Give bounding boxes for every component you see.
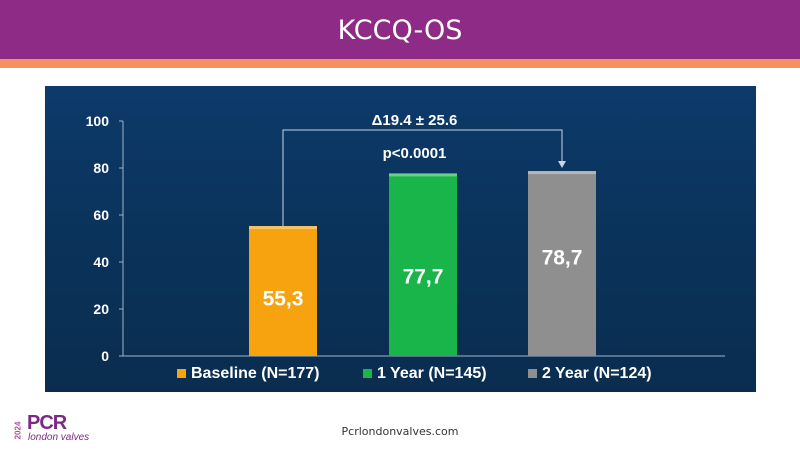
legend-label-3: 2 Year (N=124) <box>542 365 652 382</box>
bar-2-highlight <box>389 173 457 177</box>
bar-2 <box>389 173 457 356</box>
logo-brand: PCR <box>27 412 67 434</box>
annotation-arrowhead <box>558 161 566 169</box>
bar-2-value-label: 77,7 <box>403 265 444 288</box>
slide-title: KCCQ-OS <box>337 15 463 46</box>
bar-chart: 0 20 40 60 80 100 55,3 77,7 78,7 Δ19.4 ± 25.6 p<0.… <box>86 112 725 382</box>
y-tick-label: 40 <box>93 254 109 270</box>
y-tick-label: 80 <box>93 160 109 176</box>
legend-swatch-2 <box>363 369 372 378</box>
bar-1-highlight <box>249 226 317 230</box>
title-bar <box>0 0 800 59</box>
y-tick-label: 100 <box>86 113 110 129</box>
legend-swatch-3 <box>528 369 537 378</box>
y-tick-label: 20 <box>93 301 109 317</box>
legend-label-2: 1 Year (N=145) <box>377 365 487 382</box>
bar-3-highlight <box>528 171 596 175</box>
bar-1-value-label: 55,3 <box>263 287 304 310</box>
legend-label-1: Baseline (N=177) <box>191 365 320 382</box>
footer-url: Pcrlondonvalves.com <box>341 425 459 438</box>
annotation-bracket <box>282 129 563 227</box>
y-tick-label: 0 <box>101 348 109 364</box>
bar-3 <box>528 171 596 356</box>
logo-subtitle: london valves <box>28 432 90 443</box>
legend-swatch-1 <box>177 369 186 378</box>
bar-3-value-label: 78,7 <box>542 246 583 269</box>
bar-1 <box>249 226 317 356</box>
annotation-delta: Δ19.4 ± 25.6 <box>372 112 458 129</box>
annotation-p-value: p<0.0001 <box>383 145 447 162</box>
accent-bar <box>0 59 800 68</box>
y-tick-label: 60 <box>93 207 109 223</box>
